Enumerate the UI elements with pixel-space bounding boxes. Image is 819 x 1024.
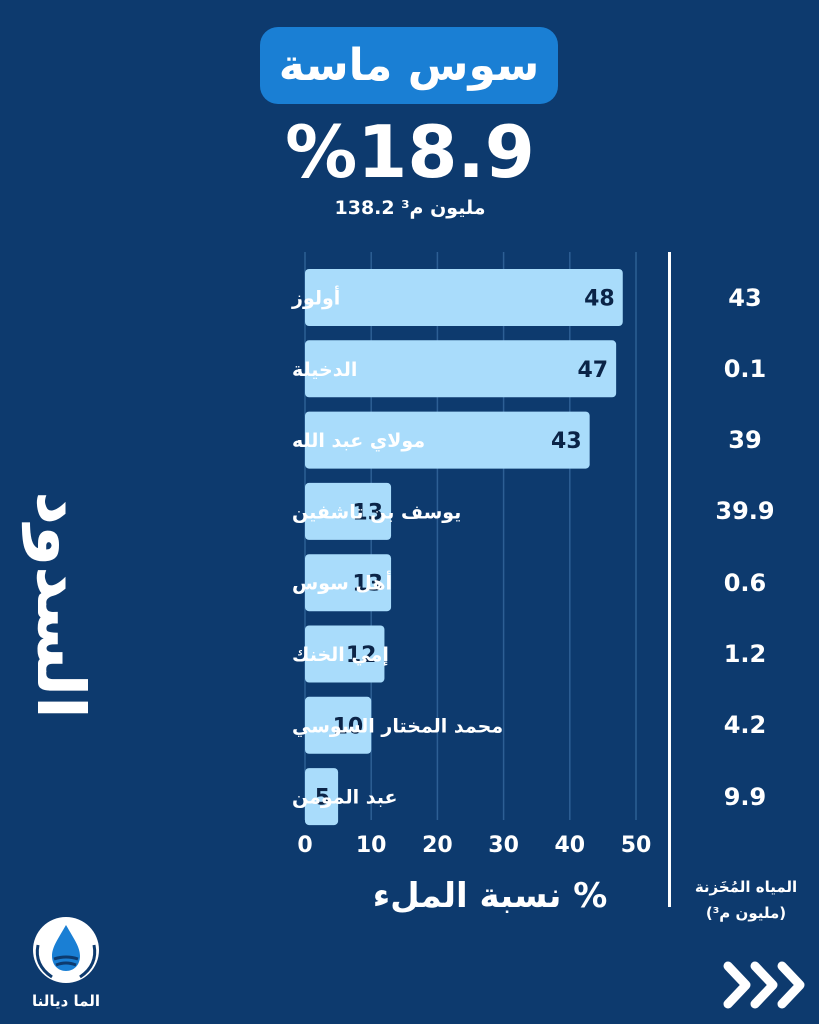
stored-water-value-2: 39 xyxy=(728,426,762,455)
bar-value-label-6: 10 xyxy=(333,714,364,739)
basin-title: سوس ماسة xyxy=(260,27,558,104)
bar-1 xyxy=(305,340,617,398)
x-tick-label-3: 30 xyxy=(488,833,519,858)
x-tick-label-2: 20 xyxy=(422,833,453,858)
bar-value-label-3: 13 xyxy=(352,500,383,525)
bar-7 xyxy=(305,768,339,826)
category-label-2: مولاي عبد الله xyxy=(292,430,425,453)
stored-water-title-line1: المياه المُخَزنة xyxy=(694,878,798,896)
category-label-4: أهل سوس xyxy=(292,571,392,595)
basin-stored-volume: 138.2 مليون م³ xyxy=(334,197,486,219)
bar-6 xyxy=(305,696,372,754)
category-label-6: محمد المختار السوسي xyxy=(292,715,503,737)
water-drop-hands-icon xyxy=(33,917,99,983)
category-label-7: عبد المومن xyxy=(292,787,397,809)
bar-4 xyxy=(305,554,392,612)
category-label-5: إمي الخنك xyxy=(292,644,389,666)
bar-value-label-4: 13 xyxy=(352,572,383,597)
bar-2 xyxy=(305,411,590,469)
x-tick-label-0: 0 xyxy=(297,833,312,858)
x-tick-label-1: 10 xyxy=(356,833,387,858)
stored-water-value-1: 0.1 xyxy=(723,354,767,383)
column-divider xyxy=(668,252,671,907)
basin-fill-percent: %18.9 xyxy=(285,110,535,194)
stored-water-value-3: 39.9 xyxy=(715,497,775,526)
x-tick-label-4: 40 xyxy=(554,833,585,858)
stored-water-value-0: 43 xyxy=(728,283,762,312)
stored-water-value-4: 0.6 xyxy=(723,568,767,597)
bar-value-label-0: 48 xyxy=(584,287,615,312)
bar-value-label-1: 47 xyxy=(578,358,609,383)
stored-water-value-6: 4.2 xyxy=(723,711,767,740)
category-label-0: أولوز xyxy=(291,286,340,310)
x-tick-label-5: 50 xyxy=(621,833,652,858)
brand-logo: الما ديالنا xyxy=(18,915,114,1015)
bar-value-label-5: 12 xyxy=(346,643,377,668)
bar-0 xyxy=(305,269,623,326)
brand-logo-text: الما ديالنا xyxy=(31,992,101,1010)
x-axis-title: نسبة الملء % xyxy=(372,876,608,916)
triple-chevron-right-icon[interactable] xyxy=(722,960,808,1010)
bar-3 xyxy=(305,482,392,540)
y-axis-title-text: السدود xyxy=(22,491,99,719)
stored-water-title: المياه المُخَزنة (مليون م³) xyxy=(676,874,816,930)
category-label-1: الدخيلة xyxy=(292,359,357,381)
stored-water-title-line2: (مليون م³) xyxy=(705,904,787,922)
stored-water-value-5: 1.2 xyxy=(723,640,767,668)
bar-value-label-7: 5 xyxy=(315,786,330,811)
bar-value-label-2: 43 xyxy=(551,429,582,454)
y-axis-title: السدود xyxy=(15,491,105,719)
bar-5 xyxy=(305,625,385,683)
stored-water-value-7: 9.9 xyxy=(723,782,767,811)
category-label-3: يوسف بن تاشفين xyxy=(292,501,461,523)
